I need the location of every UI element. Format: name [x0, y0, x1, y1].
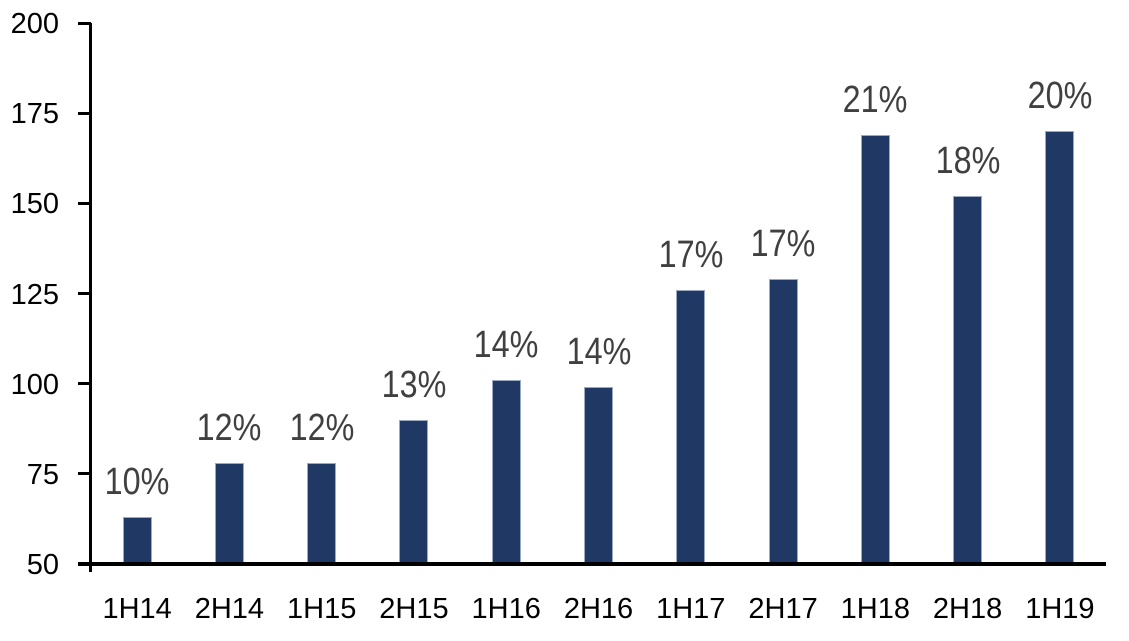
x-axis-line	[78, 562, 1106, 566]
bar-value-label-1H15: 12%	[289, 407, 354, 449]
x-category-label-1H14: 1H14	[102, 593, 172, 625]
bar-1H19	[1045, 131, 1075, 566]
y-tick-75	[78, 472, 91, 476]
bar-value-label-2H16: 14%	[566, 331, 631, 374]
x-category-label-2H18: 2H18	[932, 593, 1003, 625]
y-tick-150	[78, 201, 91, 205]
bar-1H17	[676, 289, 706, 566]
y-tick-125	[78, 292, 91, 295]
bar-2H16	[584, 387, 613, 566]
bar-1H14	[122, 517, 152, 566]
x-category-label-1H17: 1H17	[656, 593, 726, 625]
y-tick-175	[78, 111, 91, 115]
y-tick-50	[78, 562, 91, 566]
bar-value-label-1H17: 17%	[658, 233, 724, 276]
x-category-label-2H16: 2H16	[563, 593, 634, 625]
bar-1H15	[307, 463, 337, 566]
y-tick-label-200: 200	[10, 8, 59, 40]
bar-1H18	[860, 134, 890, 566]
x-category-label-1H18: 1H18	[840, 593, 910, 625]
x-category-label-2H15: 2H15	[379, 593, 449, 625]
bar-value-label-2H18: 18%	[935, 140, 1000, 183]
x-category-label-2H14: 2H14	[194, 593, 265, 625]
bar-value-label-2H15: 13%	[381, 363, 447, 406]
bar-value-label-1H18: 21%	[842, 78, 908, 121]
y-tick-label-175: 175	[10, 98, 59, 130]
y-axis-line	[89, 23, 92, 572]
bar-value-label-1H19: 20%	[1027, 75, 1093, 118]
bar-value-label-1H16: 14%	[473, 324, 539, 367]
y-tick-100	[78, 382, 91, 386]
bar-2H17	[768, 279, 798, 566]
y-tick-label-100: 100	[10, 369, 59, 401]
x-category-label-2H17: 2H17	[748, 593, 818, 625]
y-tick-label-150: 150	[10, 188, 59, 220]
x-category-label-1H16: 1H16	[471, 593, 541, 625]
bar-1H16	[491, 380, 521, 566]
bar-value-label-2H14: 12%	[197, 407, 262, 449]
y-tick-label-50: 50	[26, 549, 59, 581]
y-tick-200	[78, 21, 91, 25]
bar-value-label-2H17: 17%	[750, 223, 816, 266]
x-category-label-1H19: 1H19	[1025, 593, 1095, 625]
bar-value-label-1H14: 10%	[104, 461, 170, 504]
y-tick-label-75: 75	[26, 459, 59, 491]
bar-2H15	[399, 419, 429, 566]
x-category-label-1H15: 1H15	[287, 593, 357, 625]
y-tick-label-125: 125	[10, 279, 59, 311]
bar-2H14	[214, 463, 244, 566]
bar-2H18	[953, 196, 983, 566]
